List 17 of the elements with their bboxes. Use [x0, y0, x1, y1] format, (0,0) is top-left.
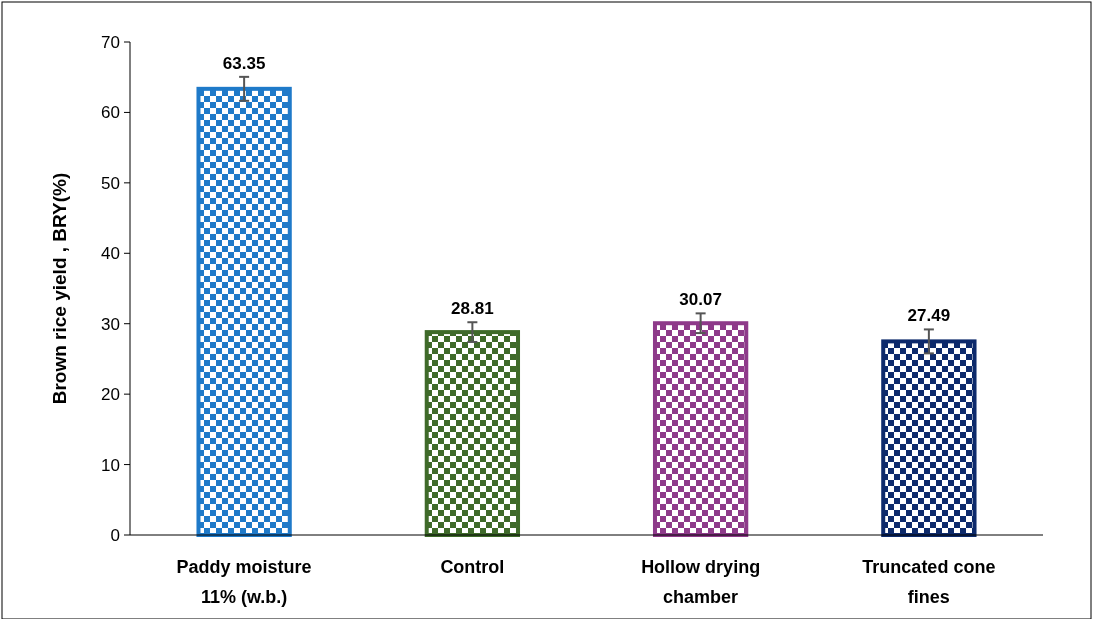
- y-tick-label: 0: [110, 525, 120, 545]
- y-tick-label: 50: [101, 173, 120, 193]
- data-label: 27.49: [907, 306, 951, 326]
- y-axis-title: Brown rice yield , BRY(%): [49, 172, 70, 405]
- y-tick-label: 70: [101, 32, 120, 52]
- data-label: 63.35: [222, 53, 266, 73]
- data-label: 30.07: [679, 290, 722, 310]
- x-tick-label: Paddy moisture 11% (w.b.): [176, 557, 312, 607]
- y-tick-label: 40: [101, 244, 120, 264]
- y-tick-label: 60: [101, 103, 120, 123]
- y-tick-label: 30: [101, 314, 120, 334]
- x-tick-label: Control: [440, 557, 505, 577]
- data-label: 28.81: [451, 299, 494, 319]
- x-tick-label: Hollow drying chamber: [641, 557, 761, 607]
- y-tick-label: 20: [101, 385, 120, 405]
- x-tick-label: Truncated cone fines: [862, 557, 996, 607]
- y-tick-label: 10: [101, 455, 120, 475]
